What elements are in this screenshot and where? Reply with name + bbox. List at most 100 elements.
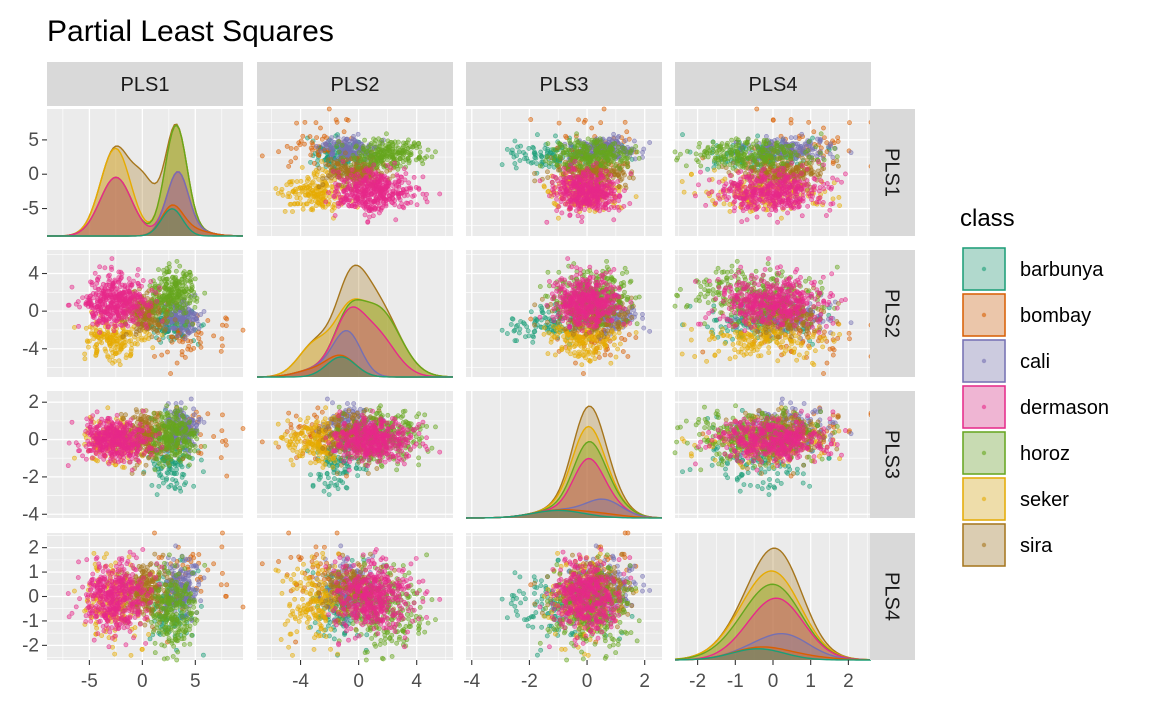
data-point xyxy=(620,145,625,151)
data-point xyxy=(634,149,640,155)
data-point xyxy=(386,180,391,186)
data-point xyxy=(766,203,772,209)
data-point xyxy=(784,172,790,178)
data-point xyxy=(396,179,402,185)
data-point xyxy=(839,179,844,185)
data-point xyxy=(296,186,302,191)
data-point xyxy=(795,200,801,206)
data-point xyxy=(294,120,299,126)
data-point xyxy=(763,183,769,189)
data-point xyxy=(406,180,412,186)
data-point xyxy=(612,205,617,211)
data-point xyxy=(406,137,411,143)
data-point xyxy=(622,188,627,193)
data-point xyxy=(339,142,345,148)
data-point xyxy=(284,182,290,188)
data-point xyxy=(344,176,350,181)
data-point xyxy=(563,187,569,193)
data-point xyxy=(299,165,305,170)
data-point xyxy=(344,193,349,199)
data-point xyxy=(570,173,576,179)
data-point xyxy=(119,341,125,347)
data-point xyxy=(211,333,217,339)
data-point xyxy=(347,203,352,209)
data-point xyxy=(112,349,118,355)
data-point xyxy=(744,189,749,195)
data-point xyxy=(396,194,402,200)
data-point xyxy=(848,150,854,156)
data-point xyxy=(785,144,791,149)
data-point xyxy=(585,144,591,149)
data-point xyxy=(376,210,382,216)
data-point xyxy=(308,159,313,165)
data-point xyxy=(545,169,550,175)
data-point xyxy=(778,144,784,149)
data-point xyxy=(150,326,156,332)
data-point xyxy=(389,191,394,197)
data-point xyxy=(799,213,805,219)
data-point xyxy=(273,186,279,191)
data-point xyxy=(786,185,792,191)
data-point xyxy=(193,332,199,338)
data-point xyxy=(774,183,780,188)
data-point xyxy=(739,219,745,225)
data-point xyxy=(403,200,409,206)
data-point xyxy=(556,120,562,126)
panel-pls3-pls1 xyxy=(466,106,662,236)
data-point xyxy=(305,184,311,190)
data-point xyxy=(149,334,155,340)
data-point xyxy=(768,183,774,189)
data-point xyxy=(371,162,377,168)
data-point xyxy=(310,207,316,213)
data-point xyxy=(384,175,390,181)
data-point xyxy=(117,362,123,368)
data-point xyxy=(727,209,733,214)
density-area-cali xyxy=(47,171,243,236)
data-point xyxy=(336,203,341,209)
data-point xyxy=(830,175,836,181)
data-point xyxy=(568,162,573,168)
data-point xyxy=(601,106,607,112)
data-point xyxy=(303,192,309,198)
data-point xyxy=(800,198,806,204)
data-point xyxy=(611,191,617,197)
data-point xyxy=(574,137,579,143)
data-point xyxy=(196,335,202,341)
data-point xyxy=(771,168,777,174)
data-point xyxy=(727,173,733,178)
data-point xyxy=(290,209,295,214)
data-point xyxy=(363,200,368,205)
data-point xyxy=(406,185,412,191)
data-point xyxy=(617,193,622,199)
data-point xyxy=(729,137,734,143)
data-point xyxy=(813,144,819,150)
data-point xyxy=(622,182,628,188)
data-point xyxy=(678,151,683,157)
data-point xyxy=(342,150,348,156)
data-point xyxy=(521,150,526,155)
data-point xyxy=(361,144,366,150)
data-point xyxy=(568,203,574,209)
data-point xyxy=(556,204,562,209)
data-point xyxy=(602,143,607,149)
data-point xyxy=(293,155,298,161)
data-point xyxy=(380,141,385,147)
data-point xyxy=(627,201,633,206)
data-point xyxy=(522,156,527,162)
data-point xyxy=(198,312,204,317)
data-point xyxy=(341,129,347,135)
data-point xyxy=(788,120,794,126)
data-point xyxy=(413,185,419,190)
data-point xyxy=(396,204,402,210)
data-point xyxy=(805,203,811,209)
data-point xyxy=(836,195,842,200)
data-point xyxy=(320,142,326,148)
data-point xyxy=(717,196,723,202)
data-point xyxy=(720,146,726,152)
data-point xyxy=(512,161,518,166)
data-point xyxy=(780,170,786,176)
data-point xyxy=(647,140,653,145)
data-point xyxy=(309,199,315,205)
data-point xyxy=(721,153,726,159)
data-point xyxy=(240,327,246,333)
